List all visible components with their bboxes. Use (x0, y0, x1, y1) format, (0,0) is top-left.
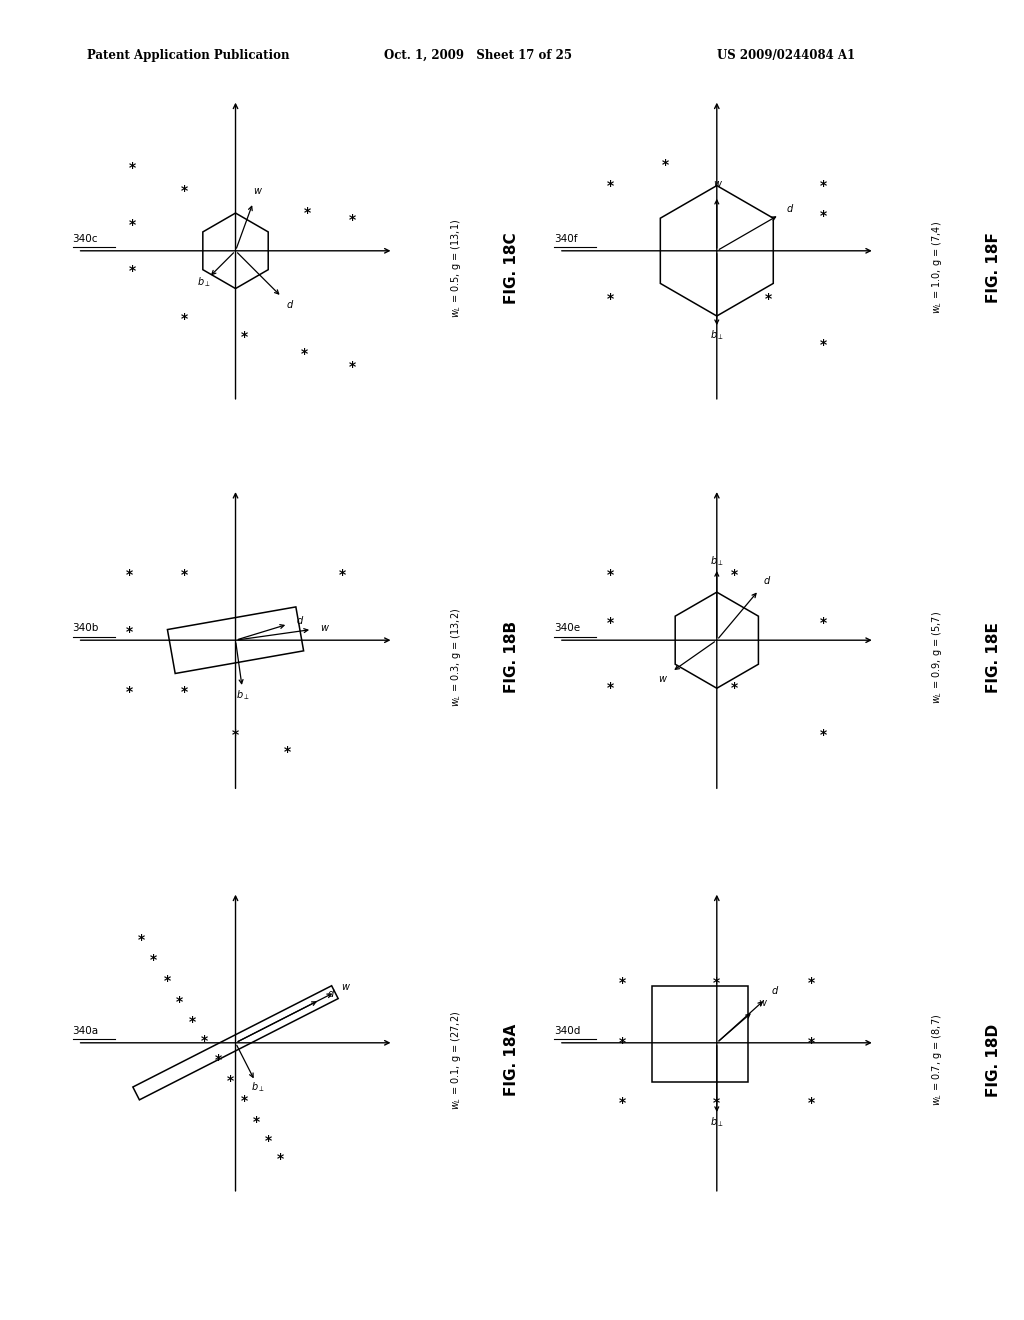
Text: 340d: 340d (554, 1026, 581, 1036)
Text: d: d (287, 301, 293, 310)
Text: d: d (771, 986, 777, 997)
Text: $b_{\perp}$: $b_{\perp}$ (710, 1115, 724, 1129)
Text: *: * (819, 210, 826, 223)
Text: *: * (730, 568, 737, 582)
Text: d: d (296, 615, 303, 626)
Text: *: * (808, 1096, 815, 1110)
Text: $b_{\perp}$: $b_{\perp}$ (197, 276, 211, 289)
Text: w: w (758, 998, 766, 1008)
Text: *: * (226, 1073, 233, 1088)
Text: *: * (618, 1036, 626, 1049)
Text: w: w (342, 982, 349, 991)
Text: d: d (328, 990, 334, 999)
Text: *: * (765, 292, 772, 306)
Text: $w_L$ = 1.0, g = (7,4): $w_L$ = 1.0, g = (7,4) (930, 222, 944, 314)
Text: *: * (126, 624, 133, 639)
Text: *: * (126, 685, 133, 698)
Text: *: * (180, 183, 187, 198)
Text: *: * (180, 568, 187, 582)
Text: $w_L$ = 0.7, g = (8,7): $w_L$ = 0.7, g = (8,7) (930, 1014, 944, 1106)
Text: *: * (129, 264, 136, 279)
Text: *: * (180, 313, 187, 326)
Text: *: * (175, 994, 182, 1008)
Text: *: * (607, 568, 614, 582)
Text: $b_{\perp}$: $b_{\perp}$ (251, 1081, 265, 1094)
Text: *: * (819, 338, 826, 352)
Text: w: w (319, 623, 328, 632)
Text: *: * (253, 1114, 260, 1129)
Text: Oct. 1, 2009   Sheet 17 of 25: Oct. 1, 2009 Sheet 17 of 25 (384, 49, 572, 62)
Text: $w_L$ = 0.3, g = (13,2): $w_L$ = 0.3, g = (13,2) (449, 607, 463, 708)
Text: US 2009/0244084 A1: US 2009/0244084 A1 (717, 49, 855, 62)
Text: *: * (129, 161, 136, 176)
Text: w: w (713, 180, 721, 189)
Text: w: w (253, 186, 261, 197)
Text: *: * (241, 1094, 248, 1109)
Text: FIG. 18D: FIG. 18D (986, 1023, 1000, 1097)
Text: 340e: 340e (554, 623, 580, 634)
Text: *: * (808, 1036, 815, 1049)
Text: *: * (129, 218, 136, 232)
Text: *: * (180, 685, 187, 698)
Text: *: * (284, 744, 291, 759)
Text: *: * (304, 206, 311, 220)
Text: 340c: 340c (73, 234, 98, 244)
Text: FIG. 18B: FIG. 18B (505, 622, 519, 693)
Text: *: * (607, 616, 614, 630)
Text: *: * (348, 213, 355, 227)
Text: d: d (763, 576, 770, 586)
Text: *: * (150, 953, 157, 968)
Text: *: * (730, 681, 737, 696)
Text: FIG. 18A: FIG. 18A (505, 1024, 519, 1096)
Text: 340f: 340f (554, 234, 578, 244)
Text: 340a: 340a (73, 1026, 98, 1036)
Text: *: * (264, 1134, 271, 1147)
Text: *: * (662, 158, 669, 172)
Text: *: * (808, 975, 815, 990)
Text: $w_L$ = 0.5, g = (13,1): $w_L$ = 0.5, g = (13,1) (449, 218, 463, 318)
Text: *: * (301, 347, 308, 360)
Text: *: * (215, 1053, 222, 1067)
Text: *: * (348, 360, 355, 375)
Text: 340b: 340b (73, 623, 99, 634)
Text: *: * (618, 975, 626, 990)
Text: *: * (714, 975, 720, 990)
Text: *: * (819, 616, 826, 630)
Text: $w_L$ = 0.1, g = (27,2): $w_L$ = 0.1, g = (27,2) (449, 1010, 463, 1110)
Text: $b_{\perp}$: $b_{\perp}$ (710, 554, 724, 568)
Text: d: d (786, 203, 793, 214)
Text: $w_L$ = 0.9, g = (5,7): $w_L$ = 0.9, g = (5,7) (930, 611, 944, 704)
Text: *: * (276, 1152, 284, 1167)
Text: *: * (189, 1015, 197, 1030)
Text: *: * (338, 568, 345, 582)
Text: *: * (137, 933, 144, 946)
Text: *: * (241, 330, 248, 343)
Text: *: * (201, 1034, 208, 1048)
Text: *: * (714, 1096, 720, 1110)
Text: FIG. 18F: FIG. 18F (986, 232, 1000, 304)
Text: $b_{\perp}$: $b_{\perp}$ (710, 329, 724, 342)
Text: *: * (232, 727, 239, 742)
Text: FIG. 18E: FIG. 18E (986, 622, 1000, 693)
Text: *: * (819, 178, 826, 193)
Text: w: w (658, 673, 666, 684)
Text: *: * (163, 974, 170, 989)
Text: FIG. 18C: FIG. 18C (505, 232, 519, 304)
Text: *: * (618, 1096, 626, 1110)
Text: Patent Application Publication: Patent Application Publication (87, 49, 290, 62)
Text: *: * (126, 568, 133, 582)
Text: $b_{\perp}$: $b_{\perp}$ (237, 688, 250, 702)
Text: *: * (819, 727, 826, 742)
Text: *: * (607, 292, 614, 306)
Text: *: * (607, 681, 614, 696)
Text: *: * (607, 178, 614, 193)
